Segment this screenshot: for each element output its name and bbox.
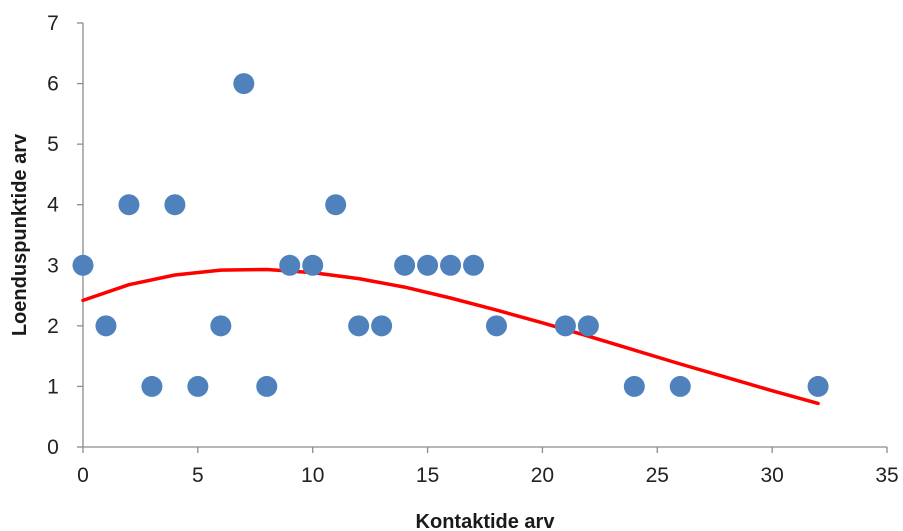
data-point <box>279 255 300 276</box>
x-tick-label: 10 <box>301 464 324 487</box>
data-point <box>233 73 254 94</box>
y-tick-label: 1 <box>47 375 59 398</box>
y-tick-labels: 0 1 2 3 4 5 6 7 <box>47 12 59 459</box>
y-axis-title: Loenduspunktide arv <box>9 133 31 336</box>
data-point <box>578 315 599 336</box>
y-tick-label: 6 <box>47 73 59 96</box>
y-tick-label: 2 <box>47 315 59 338</box>
data-point <box>164 194 185 215</box>
data-point <box>73 255 94 276</box>
data-point <box>141 376 162 397</box>
x-tick-label: 25 <box>646 464 669 487</box>
x-axis-title: Kontaktide arv <box>416 511 556 531</box>
y-tick-label: 3 <box>47 254 59 277</box>
data-point <box>394 255 415 276</box>
y-tick-label: 4 <box>47 194 59 217</box>
data-point <box>440 255 461 276</box>
x-tick-label: 30 <box>760 464 783 487</box>
y-tick-label: 7 <box>47 12 59 35</box>
data-point <box>371 315 392 336</box>
data-point <box>348 315 369 336</box>
x-tick-labels: 0 5 10 15 20 25 30 35 <box>77 464 899 487</box>
data-point <box>463 255 484 276</box>
data-point <box>417 255 438 276</box>
x-tick-label: 0 <box>77 464 89 487</box>
data-point <box>210 315 231 336</box>
data-point <box>486 315 507 336</box>
data-point <box>325 194 346 215</box>
data-point <box>118 194 139 215</box>
y-tick-label: 0 <box>47 436 59 459</box>
data-point <box>256 376 277 397</box>
x-tick-label: 35 <box>875 464 898 487</box>
x-tick-label: 15 <box>416 464 439 487</box>
data-point <box>670 376 691 397</box>
data-point <box>187 376 208 397</box>
data-point <box>95 315 116 336</box>
data-point <box>555 315 576 336</box>
data-point <box>624 376 645 397</box>
data-point <box>808 376 829 397</box>
x-tick-label: 5 <box>192 464 204 487</box>
x-tick-label: 20 <box>531 464 554 487</box>
y-tick-label: 5 <box>47 133 59 156</box>
scatter-points <box>73 73 829 397</box>
data-point <box>302 255 323 276</box>
